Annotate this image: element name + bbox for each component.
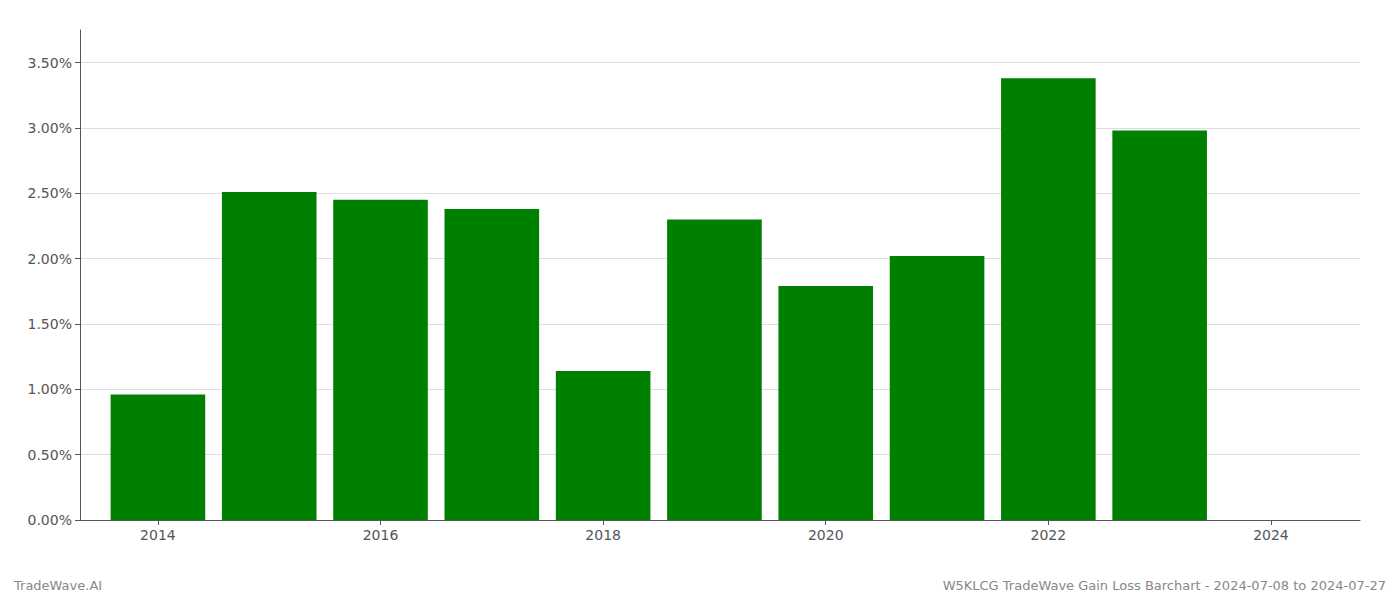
svg-text:TradeWave.AI: TradeWave.AI [13, 578, 102, 593]
svg-text:0.00%: 0.00% [28, 512, 72, 528]
svg-text:W5KLCG TradeWave Gain Loss Bar: W5KLCG TradeWave Gain Loss Barchart - 20… [943, 578, 1386, 593]
svg-text:2020: 2020 [808, 527, 844, 543]
svg-text:2016: 2016 [363, 527, 399, 543]
svg-text:3.00%: 3.00% [28, 120, 72, 136]
svg-text:2.50%: 2.50% [28, 185, 72, 201]
svg-text:1.00%: 1.00% [28, 381, 72, 397]
svg-text:2024: 2024 [1253, 527, 1289, 543]
svg-text:2.00%: 2.00% [28, 251, 72, 267]
svg-text:1.50%: 1.50% [28, 316, 72, 332]
svg-text:3.50%: 3.50% [28, 55, 72, 71]
svg-text:2018: 2018 [585, 527, 621, 543]
svg-text:0.50%: 0.50% [28, 447, 72, 463]
svg-text:2014: 2014 [140, 527, 176, 543]
svg-text:2022: 2022 [1031, 527, 1067, 543]
